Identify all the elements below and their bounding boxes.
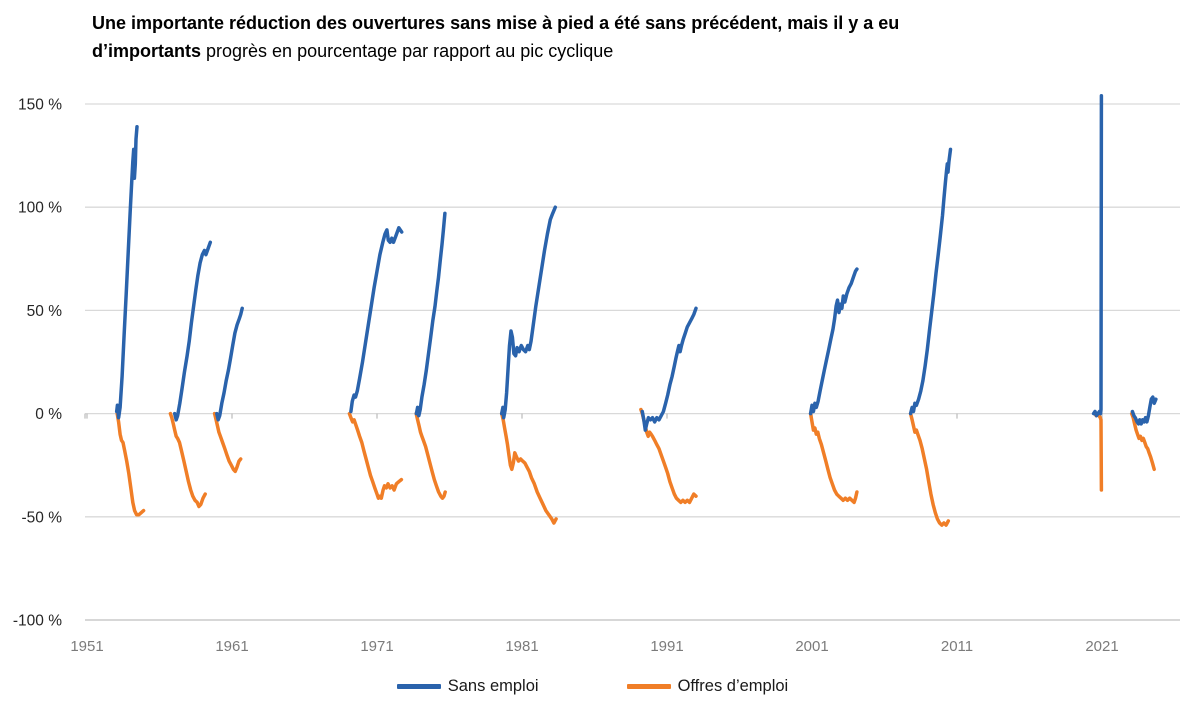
series-0-segment-10-line <box>1130 395 1158 426</box>
series-1-segment-9-line <box>1093 411 1104 492</box>
series-0-segment-6-line <box>640 306 698 432</box>
y-axis-label: -50 % <box>22 509 63 526</box>
x-axis-label: 2021 <box>1085 638 1118 655</box>
y-axis-label: 150 % <box>18 97 62 114</box>
series-0-segment-0-line <box>114 124 139 420</box>
chart-title-line2: d’importants progrès en pourcentage par … <box>92 37 1172 65</box>
series-1-segment-7-line <box>808 411 859 505</box>
series-1-segment-5-line <box>499 411 558 525</box>
series-0-segment-3-line <box>349 226 404 414</box>
legend-label-sans-emploi: Sans emploi <box>447 677 539 695</box>
legend-swatch-offres-demploi-icon <box>626 684 671 689</box>
series-1-segment-2-line <box>212 411 243 474</box>
series-1-segment-4-line <box>414 411 447 500</box>
x-axis-label: 2011 <box>941 638 973 655</box>
series-0-segment-5-line <box>499 205 558 420</box>
chart-title-line1: Une importante réduction des ouvertures … <box>92 13 900 33</box>
series-1-segment-3-line <box>347 411 404 500</box>
y-axis-label: 100 % <box>18 200 62 217</box>
chart-title-line2-bold: d’importants <box>92 41 202 61</box>
legend-item-sans-emploi: Sans emploi <box>396 677 539 696</box>
chart-title: Une importante réduction des ouvertures … <box>92 9 1172 65</box>
series-0-segment-2-line <box>215 306 244 422</box>
x-axis-label: 1981 <box>505 638 538 655</box>
series-0-segment-4-line <box>414 211 447 418</box>
x-axis-label: 1961 <box>215 638 248 655</box>
chart-title-line2-rest: progrès en pourcentage par rapport au pi… <box>201 41 614 61</box>
y-axis-label: 50 % <box>27 303 63 320</box>
y-axis-label: 0 % <box>35 406 62 423</box>
x-axis-label: 1951 <box>70 638 103 655</box>
x-axis-label: 1971 <box>360 638 393 655</box>
y-axis-label: -100 % <box>13 613 62 630</box>
legend-swatch-sans-emploi-icon <box>396 684 441 689</box>
series-0-segment-9-line <box>1091 93 1104 418</box>
chart-legend: Sans emploi Offres d’emploi <box>0 677 1185 696</box>
series-1-segment-6-line <box>639 407 698 505</box>
series-0-segment-7-line <box>808 267 859 416</box>
series-0-segment-8-line <box>908 147 953 416</box>
x-axis-label: 1991 <box>650 638 683 655</box>
series-0-segment-1-line <box>172 240 213 422</box>
legend-item-offres-demploi: Offres d’emploi <box>626 677 789 696</box>
series-1-segment-10-line <box>1129 411 1156 472</box>
series-1-segment-1-line <box>168 411 207 509</box>
legend-label-offres-demploi: Offres d’emploi <box>677 677 789 695</box>
x-axis-label: 2001 <box>795 638 828 655</box>
series-1-segment-8-line <box>908 411 951 527</box>
series-1-segment-0-line <box>115 411 146 517</box>
